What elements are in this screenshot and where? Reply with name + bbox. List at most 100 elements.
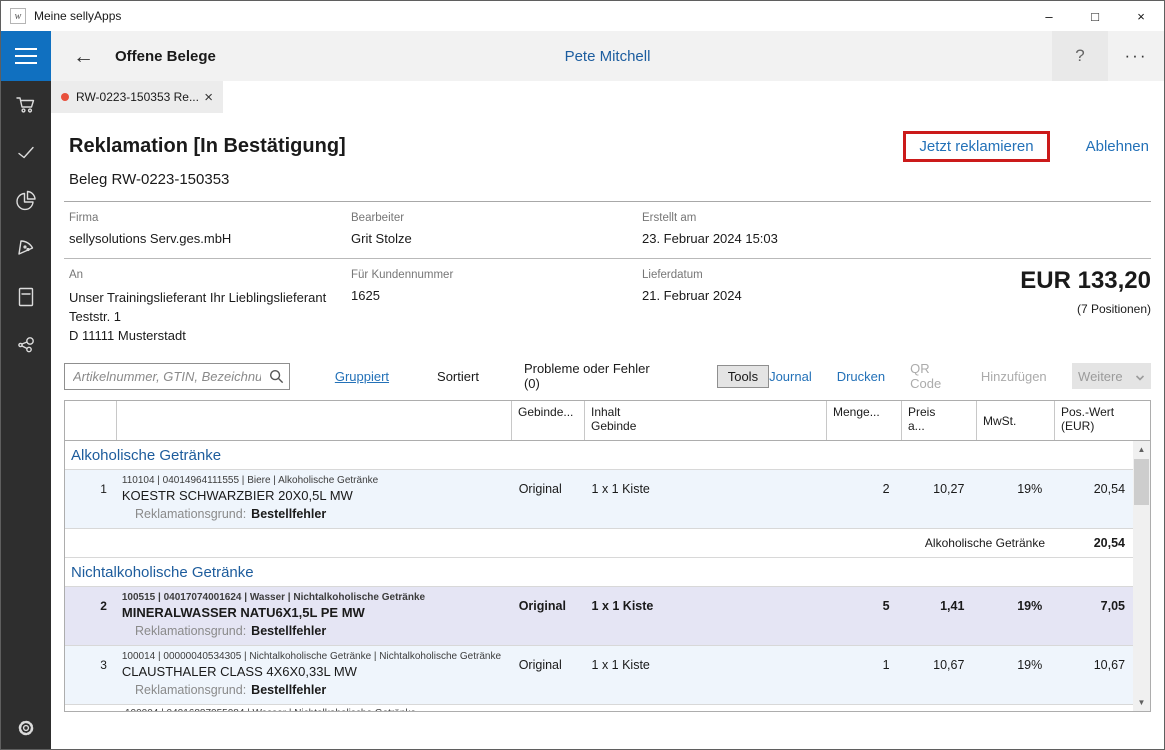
gear-icon[interactable] (14, 716, 38, 740)
article-code: 100004 | 04016887055084 | Wasser | Nicht… (65, 705, 1133, 711)
user-name-link[interactable]: Pete Mitchell (565, 48, 651, 65)
jetzt-reklamieren-button[interactable]: Jetzt reklamieren (903, 131, 1049, 162)
reason-label: Reklamationsgrund: (135, 507, 246, 521)
article-name: CLAUSTHALER CLASS 4X6X0,33L MW (122, 664, 511, 679)
firma-value: sellysolutions Serv.ges.mbH (69, 231, 231, 246)
weitere-dropdown[interactable]: Weitere (1072, 363, 1151, 389)
row-number: 2 (65, 599, 117, 613)
preis-value: 1,41 (900, 599, 975, 613)
sidebar (1, 31, 51, 749)
hinzufuegen-link: Hinzufügen (981, 369, 1047, 384)
meta-row-2: An Unser Trainingslieferant Ihr Liebling… (64, 259, 1151, 355)
ablehnen-button[interactable]: Ablehnen (1086, 138, 1149, 155)
inhalt-value: 1 x 1 Kiste (584, 599, 825, 613)
erstellt-am-label: Erstellt am (642, 212, 778, 224)
document-title: Reklamation [In Bestätigung] (69, 135, 346, 158)
hamburger-menu-icon[interactable] (1, 31, 51, 81)
menge-value: 5 (825, 599, 900, 613)
help-icon[interactable]: ? (1052, 31, 1108, 81)
meta-row-1: Firma sellysolutions Serv.ges.mbH Bearbei… (64, 202, 1151, 259)
pos-wert-value: 7,05 (1052, 599, 1133, 613)
cart-icon[interactable] (14, 93, 38, 117)
article-name: MINERALWASSER NATU6X1,5L PE MW (122, 605, 511, 620)
firma-label: Firma (69, 212, 231, 224)
lieferdatum-value: 21. Februar 2024 (642, 288, 742, 303)
pie-chart-icon[interactable] (14, 189, 38, 213)
lieferdatum-label: Lieferdatum (642, 269, 742, 281)
pos-wert-value: 20,54 (1052, 482, 1133, 496)
journal-link[interactable]: Journal (769, 369, 812, 384)
mwst-value: 19% (974, 599, 1052, 613)
pennant-icon[interactable] (14, 237, 38, 261)
row-number: 3 (65, 658, 117, 672)
article-code: 100515 | 04017074001624 | Wasser | Nicht… (122, 592, 511, 603)
col-header-menge[interactable]: Menge... (827, 401, 902, 440)
search-icon[interactable] (268, 368, 284, 384)
close-button[interactable]: × (1118, 1, 1164, 31)
tab-document[interactable]: RW-0223-150353 Re... × (51, 81, 223, 113)
inhalt-value: 1 x 1 Kiste (584, 658, 825, 672)
document-subtitle: Beleg RW-0223-150353 (64, 171, 1151, 188)
chevron-down-icon (1135, 371, 1145, 381)
bearbeiter-label: Bearbeiter (351, 212, 412, 224)
position-count: (7 Positionen) (1020, 302, 1151, 316)
positions-table: Gebinde... InhaltGebinde Menge... Preisa… (64, 400, 1151, 712)
app-title: Meine sellyApps (34, 9, 121, 23)
share-network-icon[interactable] (14, 333, 38, 357)
vertical-scrollbar[interactable]: ▲ ▼ (1133, 441, 1150, 711)
col-header-inhalt[interactable]: InhaltGebinde (585, 401, 827, 440)
scrollbar-thumb[interactable] (1134, 459, 1149, 505)
group-header: Alkoholische Getränke (65, 441, 1133, 470)
minimize-button[interactable]: – (1026, 1, 1072, 31)
toolbar: Gruppiert Sortiert Probleme oder Fehler … (64, 362, 1151, 390)
total-box: EUR 133,20 (7 Positionen) (1020, 267, 1151, 316)
sortiert-link[interactable]: Sortiert (437, 369, 479, 384)
preis-value: 10,67 (900, 658, 975, 672)
scroll-down-icon[interactable]: ▼ (1133, 694, 1150, 711)
reason-value: Bestellfehler (251, 683, 326, 697)
table-row-partial[interactable]: 100004 | 04016887055084 | Wasser | Nicht… (65, 705, 1133, 711)
tools-button[interactable]: Tools (717, 365, 769, 388)
weitere-label: Weitere (1078, 369, 1123, 384)
unsaved-dot-icon (61, 93, 69, 101)
subtotal-value: 20,54 (1045, 536, 1133, 550)
col-header-pos-wert[interactable]: Pos.-Wert(EUR) (1055, 401, 1136, 440)
gebinde-value: Original (511, 599, 584, 613)
group-header: Nichtalkoholische Getränke (65, 558, 1133, 587)
mwst-value: 19% (974, 658, 1052, 672)
tab-label: RW-0223-150353 Re... (76, 90, 200, 104)
reason-label: Reklamationsgrund: (135, 624, 246, 638)
kundennummer-label: Für Kundennummer (351, 269, 453, 281)
preis-value: 10,27 (900, 482, 975, 496)
subtotal-label: Alkoholische Getränke (65, 536, 1045, 550)
main-area: ← Offene Belege Pete Mitchell ? ··· RW-0… (51, 31, 1164, 749)
reason-value: Bestellfehler (251, 624, 326, 638)
checkmark-icon[interactable] (14, 141, 38, 165)
drucken-link[interactable]: Drucken (837, 369, 885, 384)
app-icon: w (10, 8, 26, 24)
article-name: KOESTR SCHWARZBIER 20X0,5L MW (122, 488, 511, 503)
maximize-button[interactable]: □ (1072, 1, 1118, 31)
gruppiert-link[interactable]: Gruppiert (335, 369, 389, 384)
mwst-value: 19% (974, 482, 1052, 496)
scroll-up-icon[interactable]: ▲ (1133, 441, 1150, 458)
book-icon[interactable] (14, 285, 38, 309)
an-address: Unser Trainingslieferant Ihr Lieblingsli… (69, 288, 326, 345)
col-header-preis[interactable]: Preisa... (902, 401, 977, 440)
titlebar: w Meine sellyApps – □ × (1, 1, 1164, 31)
back-arrow-icon[interactable]: ← (73, 46, 94, 67)
col-header-article (117, 401, 512, 440)
table-row-selected[interactable]: 2 100515 | 04017074001624 | Wasser | Nic… (65, 587, 1133, 646)
probleme-fehler-link[interactable]: Probleme oder Fehler (0) (524, 361, 657, 391)
table-row[interactable]: 1 110104 | 04014964111555 | Biere | Alko… (65, 470, 1133, 529)
bearbeiter-value: Grit Stolze (351, 231, 412, 246)
col-header-mwst[interactable]: MwSt. (977, 401, 1055, 440)
col-header-num (65, 401, 117, 440)
group-subtotal: Alkoholische Getränke 20,54 (65, 529, 1133, 558)
col-header-gebinde[interactable]: Gebinde... (512, 401, 585, 440)
tab-close-icon[interactable]: × (204, 89, 213, 106)
search-input[interactable] (64, 363, 290, 390)
article-code: 100014 | 00000040534305 | Nichtalkoholis… (122, 651, 511, 662)
more-options-icon[interactable]: ··· (1108, 31, 1164, 81)
table-row[interactable]: 3 100014 | 00000040534305 | Nichtalkohol… (65, 646, 1133, 705)
